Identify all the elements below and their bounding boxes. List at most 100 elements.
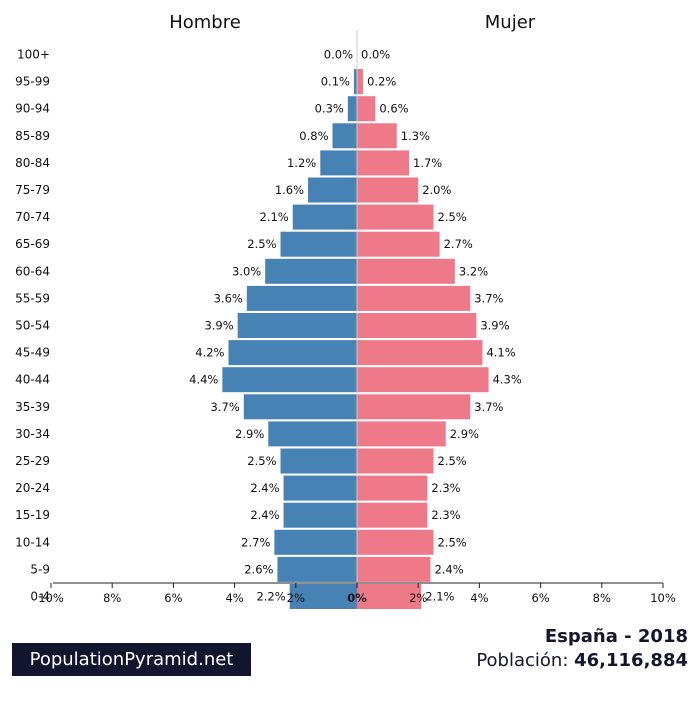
male-value-label-80-84: 1.2%: [287, 156, 316, 170]
female-value-label-100plus: 0.0%: [361, 48, 390, 62]
female-value-label-50-54: 3.9%: [480, 319, 509, 333]
female-bar-45-49: [357, 340, 483, 366]
male-value-label-75-79: 1.6%: [275, 183, 304, 197]
female-bar-15-19: [357, 502, 428, 528]
male-value-label-55-59: 3.6%: [214, 291, 243, 305]
bars-group: [222, 69, 489, 609]
male-value-label-5-9: 2.6%: [244, 562, 273, 576]
population-pyramid-chart: Hombre Mujer 100+ 0.0% 0.0% 95-99 0.1% 0.2% 90…: [15, 12, 676, 609]
female-value-label-75-79: 2.0%: [422, 183, 451, 197]
male-bar-90-94: [347, 96, 357, 122]
male-value-label-45-49: 4.2%: [195, 346, 224, 360]
female-value-label-80-84: 1.7%: [413, 156, 442, 170]
male-value-label-90-94: 0.3%: [315, 102, 344, 116]
male-bar-85-89: [332, 123, 357, 149]
female-value-label-15-19: 2.3%: [431, 508, 460, 522]
x-tick-label-7: 4%: [470, 591, 488, 605]
value-labels-group: 100+ 0.0% 0.0% 95-99 0.1% 0.2% 90-94 0.3% 0.6% 85…: [15, 48, 522, 604]
female-bar-25-29: [357, 448, 434, 474]
male-value-label-70-74: 2.1%: [260, 210, 289, 224]
female-value-label-85-89: 1.3%: [401, 129, 430, 143]
x-tick-label-8: 6%: [531, 591, 549, 605]
population-total: Población: 46,116,884: [476, 650, 688, 671]
x-tick-label-9: 8%: [593, 591, 611, 605]
age-label-45-49: 45-49: [15, 346, 50, 360]
age-label-60-64: 60-64: [15, 264, 50, 278]
x-tick-label-2: 6%: [164, 591, 182, 605]
brand-logo[interactable]: PopulationPyramid.net: [12, 643, 251, 676]
female-value-label-10-14: 2.5%: [438, 535, 467, 549]
female-bar-0-4: [357, 584, 422, 609]
male-bar-70-74: [292, 204, 357, 230]
male-bar-60-64: [265, 258, 357, 284]
female-bar-90-94: [357, 96, 376, 122]
right-series-title: Mujer: [485, 12, 536, 33]
age-label-95-99: 95-99: [15, 75, 50, 89]
female-bar-80-84: [357, 150, 410, 176]
age-label-30-34: 30-34: [15, 427, 50, 441]
male-bar-95-99: [353, 69, 357, 95]
female-value-label-5-9: 2.4%: [434, 562, 463, 576]
age-label-75-79: 75-79: [15, 183, 50, 197]
female-bar-10-14: [357, 529, 434, 555]
male-bar-65-69: [280, 231, 357, 257]
female-bar-85-89: [357, 123, 397, 149]
age-label-40-44: 40-44: [15, 373, 50, 387]
male-value-label-30-34: 2.9%: [235, 427, 264, 441]
country-year-title: España - 2018: [544, 626, 688, 647]
age-label-20-24: 20-24: [15, 481, 50, 495]
male-value-label-25-29: 2.5%: [247, 454, 276, 468]
age-label-50-54: 50-54: [15, 319, 50, 333]
female-bar-60-64: [357, 258, 455, 284]
female-bar-50-54: [357, 313, 477, 338]
male-bar-0-4: [289, 584, 357, 609]
female-bar-70-74: [357, 204, 434, 230]
male-bar-5-9: [277, 556, 357, 582]
male-bar-75-79: [308, 177, 357, 203]
female-bar-65-69: [357, 231, 440, 257]
male-value-label-100plus: 0.0%: [324, 48, 353, 62]
left-series-title: Hombre: [169, 12, 241, 33]
male-value-label-50-54: 3.9%: [204, 319, 233, 333]
female-bar-40-44: [357, 367, 489, 393]
female-value-label-35-39: 3.7%: [474, 400, 503, 414]
female-value-label-40-44: 4.3%: [493, 373, 522, 387]
female-value-label-70-74: 2.5%: [438, 210, 467, 224]
male-value-label-40-44: 4.4%: [189, 373, 218, 387]
female-bar-20-24: [357, 475, 428, 501]
male-bar-45-49: [228, 340, 357, 366]
x-tick-label-6: 2%: [409, 591, 427, 605]
population-label: Población:: [476, 650, 569, 671]
male-value-label-0-4: 2.2%: [256, 590, 285, 604]
female-value-label-60-64: 3.2%: [459, 264, 488, 278]
age-label-100plus: 100+: [17, 48, 50, 62]
female-value-label-0-4: 2.1%: [425, 590, 454, 604]
female-bar-30-34: [357, 421, 446, 447]
age-label-35-39: 35-39: [15, 400, 50, 414]
female-value-label-30-34: 2.9%: [450, 427, 479, 441]
male-bar-15-19: [283, 502, 357, 528]
male-value-label-35-39: 3.7%: [211, 400, 240, 414]
male-bar-25-29: [280, 448, 357, 474]
female-value-label-55-59: 3.7%: [474, 291, 503, 305]
age-label-5-9: 5-9: [30, 562, 50, 576]
male-bar-20-24: [283, 475, 357, 501]
female-value-label-25-29: 2.5%: [438, 454, 467, 468]
male-value-label-20-24: 2.4%: [250, 481, 279, 495]
x-tick-label-0: 10%: [38, 591, 64, 605]
female-value-label-65-69: 2.7%: [444, 237, 473, 251]
male-bar-55-59: [246, 285, 357, 311]
age-label-85-89: 85-89: [15, 129, 50, 143]
male-value-label-60-64: 3.0%: [232, 264, 261, 278]
age-label-0-4: 0-4: [30, 590, 50, 604]
age-label-65-69: 65-69: [15, 237, 50, 251]
male-bar-80-84: [320, 150, 357, 176]
x-tick-label-5: 0%: [347, 591, 367, 605]
male-bar-30-34: [268, 421, 357, 447]
age-label-90-94: 90-94: [15, 102, 50, 116]
male-value-label-65-69: 2.5%: [247, 237, 276, 251]
female-value-label-95-99: 0.2%: [367, 75, 396, 89]
x-tick-label-3: 4%: [225, 591, 243, 605]
male-bar-40-44: [222, 367, 357, 393]
female-bar-35-39: [357, 394, 471, 420]
